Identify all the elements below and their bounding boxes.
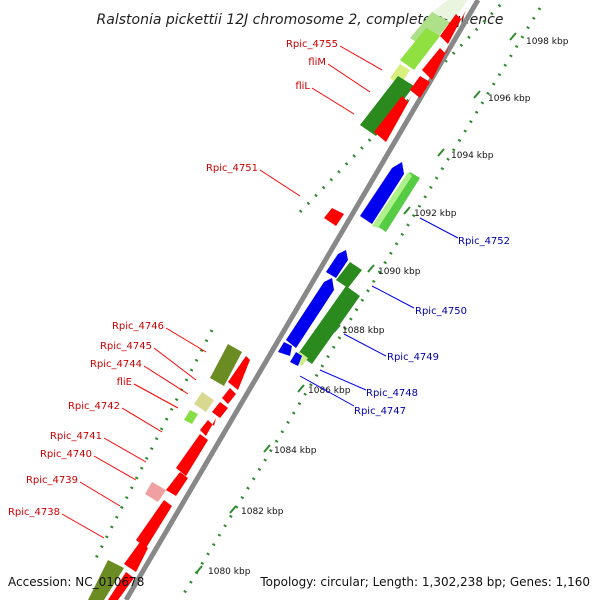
cds-arrow — [228, 350, 254, 390]
scale-tick — [509, 32, 517, 41]
leader-line — [371, 285, 415, 309]
gene-label: Rpic_4739 — [26, 475, 78, 486]
gc-skew-block — [194, 392, 214, 412]
cds-arrow — [374, 92, 414, 142]
gene-label: Rpic_4741 — [50, 431, 102, 442]
gc-skew-block — [88, 560, 124, 600]
reverse-cds-track — [278, 162, 404, 366]
topology-summary: Topology: circular; Length: 1,302,238 bp… — [259, 575, 590, 589]
map-title: Ralstonia pickettii 12J chromosome 2, co… — [97, 12, 504, 28]
cds-arrow — [440, 10, 466, 44]
leader-line — [121, 407, 163, 433]
cds-arrow — [324, 208, 344, 226]
gc-skew-block — [400, 28, 440, 70]
scale-tick-label: 1082 kbp — [241, 507, 284, 517]
gc-skew-block — [432, 0, 468, 22]
leader-line — [299, 375, 355, 407]
gene-label: Rpic_4747 — [354, 406, 406, 417]
scale-tick-label: 1086 kbp — [308, 386, 351, 396]
gene-label: Rpic_4749 — [387, 352, 439, 363]
leader-line — [79, 481, 121, 507]
forward-cds-track — [108, 10, 466, 600]
cds-arrow — [222, 388, 236, 404]
leader-line — [311, 87, 355, 115]
cds-arrow — [166, 472, 188, 496]
gene-label: Rpic_4745 — [100, 341, 152, 352]
cds-arrow — [422, 44, 450, 80]
leader-line — [103, 437, 147, 463]
gene-label: fliE — [117, 377, 132, 388]
gene-label: Rpic_4755 — [286, 39, 338, 50]
gc-skew-block — [145, 482, 166, 502]
scale-tick-label: 1080 kbp — [208, 567, 251, 577]
gc-skew-block — [298, 286, 360, 364]
gene-label: Rpic_4752 — [458, 236, 510, 247]
scale-tick — [263, 444, 271, 453]
leader-line — [153, 347, 197, 381]
gc-skew-block — [184, 410, 198, 424]
accession-label: Accession: NC_010678 — [8, 575, 144, 589]
gc-skew-block — [336, 262, 362, 288]
scale-tick — [229, 505, 237, 514]
cds-arrow — [290, 352, 302, 366]
cds-arrow — [176, 434, 208, 476]
gc-skew-block — [372, 172, 412, 228]
gene-label: Rpic_4740 — [40, 449, 92, 460]
cds-arrow — [212, 402, 228, 418]
scale-tick-label: 1096 kbp — [488, 94, 531, 104]
chromosome-backbone — [123, 0, 481, 600]
leader-line — [93, 455, 137, 481]
scale-tick — [403, 206, 411, 215]
scale-tick — [195, 565, 203, 574]
cds-arrow — [278, 342, 292, 356]
gene-label: Rpic_4748 — [366, 388, 418, 399]
gc-skew-block — [374, 172, 420, 232]
scale-tick-label: 1090 kbp — [378, 267, 421, 277]
gene-label: Rpic_4751 — [206, 163, 258, 174]
scale-tick-label: 1092 kbp — [414, 209, 457, 219]
gene-label: Rpic_4750 — [415, 306, 467, 317]
leader-line — [143, 365, 189, 395]
scale-tick-label: 1094 kbp — [451, 151, 494, 161]
leader-line — [61, 513, 105, 539]
scale-tick — [333, 324, 341, 333]
gene-label: Rpic_4744 — [90, 359, 142, 370]
scale-tick-label: 1098 kbp — [526, 37, 569, 47]
gene-label: Rpic_4742 — [68, 401, 120, 412]
scale-tick-label: 1084 kbp — [274, 446, 317, 456]
leader-line — [327, 63, 371, 93]
scale-tick — [367, 264, 375, 273]
cds-arrow — [136, 500, 172, 548]
gc-skew-block — [210, 344, 242, 386]
cds-arrow — [286, 278, 334, 348]
leader-line — [133, 383, 179, 409]
scale-tick-label: 1088 kbp — [342, 326, 385, 336]
leader-line — [319, 369, 367, 391]
gene-label: Rpic_4738 — [8, 507, 60, 518]
reverse-gene-labels: Rpic_4752 Rpic_4750 Rpic_4749 Rpic_4748 … — [299, 217, 510, 417]
scale-tick — [473, 90, 481, 99]
cds-arrow — [360, 162, 404, 224]
cds-arrow — [326, 250, 348, 278]
scale-tick — [297, 384, 305, 393]
scale-ticks: 1080 kbp 1082 kbp 1084 kbp 1086 kbp 1088… — [195, 32, 569, 577]
leader-line — [343, 333, 387, 357]
cds-arrow — [200, 418, 216, 436]
leader-line — [419, 217, 459, 239]
cds-arrow — [124, 542, 148, 572]
inner-tick-ring — [178, 7, 542, 600]
cds-arrow — [410, 76, 430, 98]
cds-arrow — [108, 572, 134, 600]
leader-line — [259, 169, 301, 197]
gene-label: fliM — [308, 57, 326, 68]
forward-gene-labels: Rpic_4755 fliM fliL Rpic_4751 Rpic_4746 … — [8, 39, 383, 539]
gene-label: Rpic_4746 — [112, 321, 164, 332]
leader-line — [339, 45, 383, 71]
leader-line — [165, 327, 207, 353]
scale-tick — [437, 148, 445, 157]
gc-skew-block — [360, 76, 414, 136]
gene-label: fliL — [295, 81, 310, 92]
